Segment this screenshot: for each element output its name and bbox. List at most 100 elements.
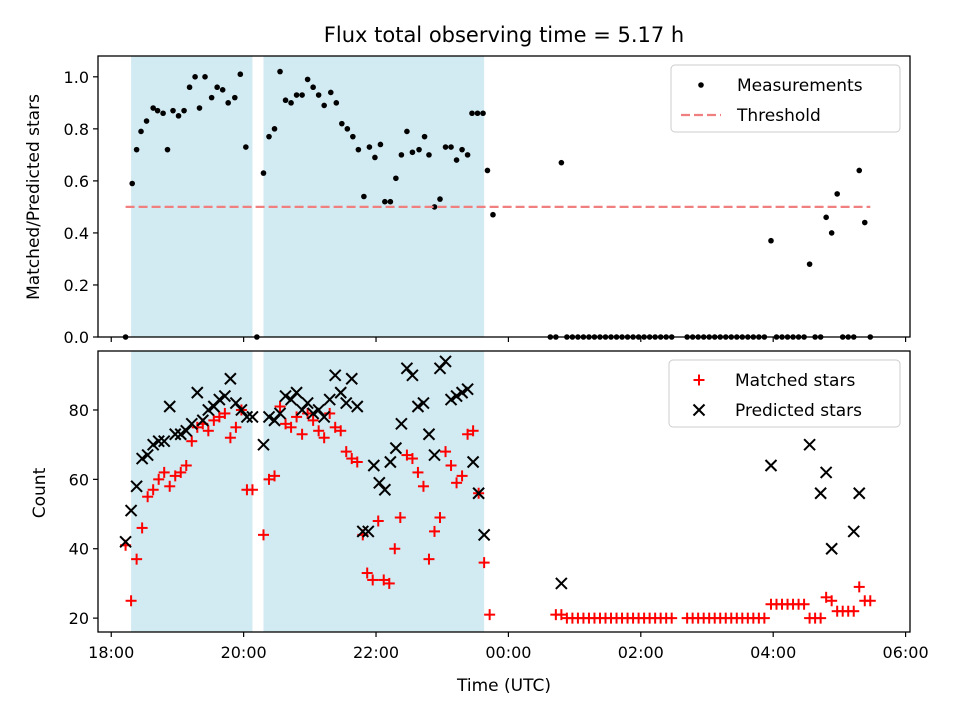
matched-point (417, 480, 429, 492)
predicted-point (306, 407, 320, 420)
predicted-point (373, 476, 386, 490)
predicted-point (334, 386, 347, 399)
chart-title: Flux total observing time = 5.17 h (324, 23, 684, 47)
predicted-point (284, 393, 298, 406)
predicted-point (141, 448, 154, 462)
axes-frame-bottom (97, 350, 911, 633)
matched-point (467, 425, 479, 437)
matched-point (313, 425, 325, 437)
measurement-point (208, 94, 215, 101)
star-count-panel: 20 40 60 80 18:00 20:00 22:00 00:00 02:00 04:00 06… (69, 350, 929, 662)
measurement-point (453, 157, 460, 163)
measurement-point (243, 144, 249, 150)
matched-point (815, 612, 827, 624)
matched-point (246, 484, 258, 496)
matched-point (263, 473, 275, 485)
shaded-interval-top-0 (131, 56, 253, 337)
matched-point (291, 411, 303, 423)
measurement-point (192, 74, 198, 80)
matched-point (372, 515, 384, 527)
measurement-point (431, 204, 438, 210)
predicted-point (169, 428, 182, 441)
matched-point (131, 553, 143, 565)
y-tick-label: 0.4 (64, 224, 89, 243)
predicted-point (301, 396, 314, 410)
matched-point (142, 491, 154, 503)
matched-point (361, 567, 373, 579)
measurement-point (160, 110, 166, 117)
predicted-point (455, 386, 469, 399)
legend-bottom: Matched stars Predicted stars (668, 359, 901, 428)
matched-point (191, 421, 203, 433)
predicted-point (290, 386, 303, 399)
measurement-point (321, 102, 327, 109)
predicted-point (124, 504, 138, 517)
measurement-point (344, 126, 351, 132)
y-tick-label: 60 (69, 470, 89, 489)
matched-point (666, 612, 678, 624)
x-tick-label: 06:00 (883, 643, 929, 662)
measurement-point (387, 198, 394, 205)
measurement-point (150, 105, 156, 111)
measurement-point (315, 92, 322, 98)
measurement-point (421, 133, 428, 140)
legend-top: Measurements Threshold (670, 64, 901, 133)
measurement-point (382, 198, 388, 205)
predicted-point (130, 480, 143, 493)
predicted-point (351, 400, 364, 413)
measurement-point (823, 214, 829, 221)
measurement-point (277, 68, 283, 75)
predicted-point (406, 369, 419, 382)
legend-box (668, 359, 901, 428)
predicted-point (213, 393, 226, 406)
measurement-point (464, 152, 471, 158)
matched-point (758, 612, 770, 624)
matched-point (484, 609, 496, 621)
measurement-point (490, 211, 496, 218)
predicted-point (180, 424, 193, 437)
x-tick-label: 18:00 (88, 643, 134, 662)
predicted-point (257, 438, 270, 451)
matched-point (346, 453, 358, 465)
y-tick-label: 0.2 (64, 276, 89, 295)
series-predicted-stars (119, 355, 866, 590)
matched-point (136, 522, 148, 534)
legend-label: Predicted stars (735, 401, 862, 421)
y-tick-label: 0.0 (64, 328, 89, 347)
matched-point (478, 557, 490, 569)
measurement-point (366, 144, 373, 150)
predicted-point (152, 434, 165, 448)
predicted-point (378, 483, 392, 496)
measurement-point (310, 84, 316, 91)
predicted-point (135, 452, 149, 465)
measurement-point (768, 237, 774, 244)
measurement-point (260, 170, 267, 176)
predicted-point (273, 407, 287, 420)
matched-point (213, 411, 225, 423)
measurement-point (133, 146, 140, 153)
matched-point (394, 512, 406, 524)
matched-point (555, 609, 567, 621)
predicted-point (395, 417, 408, 431)
predicted-point (146, 438, 160, 451)
matched-point (269, 470, 281, 482)
y-tick-label: 1.0 (64, 68, 89, 87)
matched-point (307, 414, 319, 426)
matched-point (389, 543, 401, 555)
measurement-point (196, 105, 203, 111)
matched-point (180, 459, 192, 471)
measurement-point (398, 152, 405, 158)
matched-point (158, 466, 170, 478)
predicted-point (246, 410, 259, 424)
predicted-point (384, 455, 397, 469)
measurement-point (437, 196, 443, 202)
matched-point (208, 414, 220, 426)
matched-point (456, 470, 468, 482)
measurement-point (219, 87, 226, 93)
x-tick-label: 00:00 (485, 643, 531, 662)
y-tick-label: 0.8 (64, 120, 89, 139)
matched-point (257, 529, 269, 541)
predicted-point (853, 487, 866, 500)
y-tick-label: 40 (69, 540, 89, 559)
predicted-point (433, 362, 447, 375)
